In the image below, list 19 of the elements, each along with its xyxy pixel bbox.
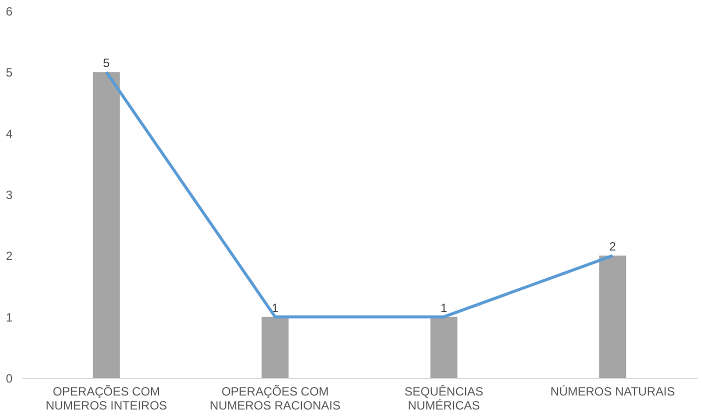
x-tick-label: NÚMEROS NATURAIS [550,384,675,398]
y-tick-label: 5 [6,66,13,80]
x-tick-label: SEQUÊNCIAS NUMÉRICAS [404,384,484,412]
x-tick-label: OPERAÇÕES COM NUMEROS RACIONAIS [210,384,340,412]
bar [430,316,458,378]
y-tick-label: 1 [6,310,13,324]
y-tick-label: 0 [6,372,13,386]
data-label: 2 [609,240,616,254]
x-tick-label: OPERAÇÕES COM NUMEROS INTEIROS [46,384,168,412]
bar [599,256,626,378]
y-tick-label: 3 [6,188,13,202]
data-label: 1 [272,300,279,315]
y-tick-label: 2 [6,249,13,264]
bar [262,316,289,378]
y-tick-label: 4 [6,126,13,141]
y-tick-label: 6 [6,4,13,18]
bar [92,72,120,378]
data-label: 5 [103,56,110,70]
data-label: 1 [440,300,448,315]
